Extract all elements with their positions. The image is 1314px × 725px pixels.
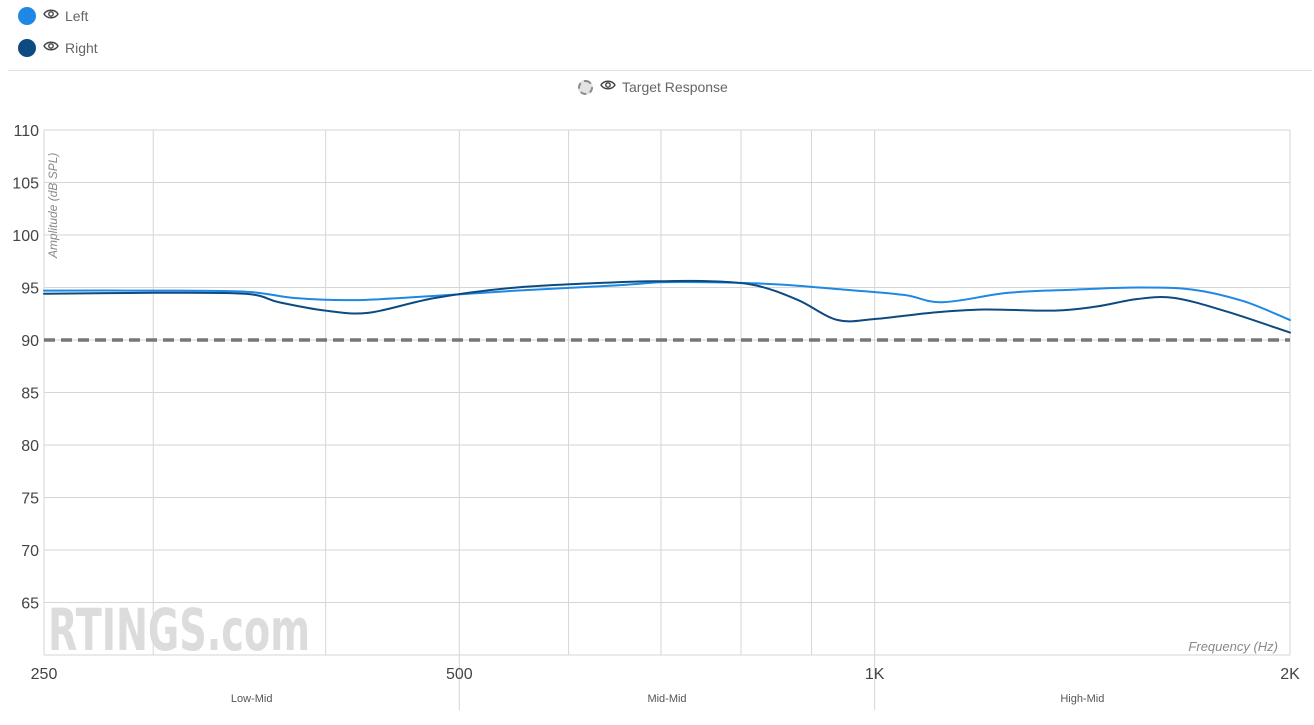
legend-label-target-response: Target Response (622, 79, 728, 95)
x-tick-label: 500 (446, 666, 473, 683)
y-tick-label: 110 (13, 123, 39, 140)
x-tick-label: 1K (865, 666, 885, 683)
legend-label-left: Left (65, 8, 89, 24)
right-color-swatch (18, 39, 36, 57)
y-tick-label: 85 (21, 386, 39, 403)
y-tick-label: 100 (12, 228, 39, 245)
eye-icon[interactable] (43, 39, 59, 57)
rtings-watermark: RTINGS.com (48, 596, 310, 664)
legend-item-left[interactable]: Left (18, 4, 88, 28)
y-tick-label: 95 (21, 281, 39, 298)
y-axis-label: Amplitude (dB SPL) (46, 153, 60, 259)
series-layer (43, 279, 1291, 334)
y-tick-label: 80 (21, 438, 39, 455)
legend-label-right: Right (65, 40, 98, 56)
series-line-left (43, 280, 1291, 321)
target-response-swatch (578, 79, 593, 95)
legend-divider (8, 70, 1312, 71)
y-tick-label: 65 (21, 596, 39, 613)
x-tick-label: 2K (1280, 666, 1300, 683)
x-tick-label: 250 (31, 666, 58, 683)
series-line-right (43, 279, 1291, 334)
y-tick-label: 90 (21, 333, 39, 350)
y-tick-label: 70 (21, 543, 39, 560)
legend-item-right[interactable]: Right (18, 36, 98, 60)
eye-icon[interactable] (600, 78, 616, 96)
region-label: High-Mid (1060, 693, 1104, 705)
left-color-swatch (18, 7, 36, 25)
region-label: Mid-Mid (647, 693, 686, 705)
region-label: Low-Mid (231, 693, 273, 705)
chart-labels: 65 70 75 80 85 90 95 100 105 110 250 500 1K 2K Low-Mid… (12, 123, 1300, 705)
legend-item-target-response[interactable]: Target Response (578, 76, 728, 98)
eye-icon[interactable] (43, 7, 59, 25)
x-axis-label: Frequency (Hz) (1188, 639, 1278, 654)
y-tick-label: 75 (21, 491, 39, 508)
y-tick-label: 105 (12, 176, 39, 193)
